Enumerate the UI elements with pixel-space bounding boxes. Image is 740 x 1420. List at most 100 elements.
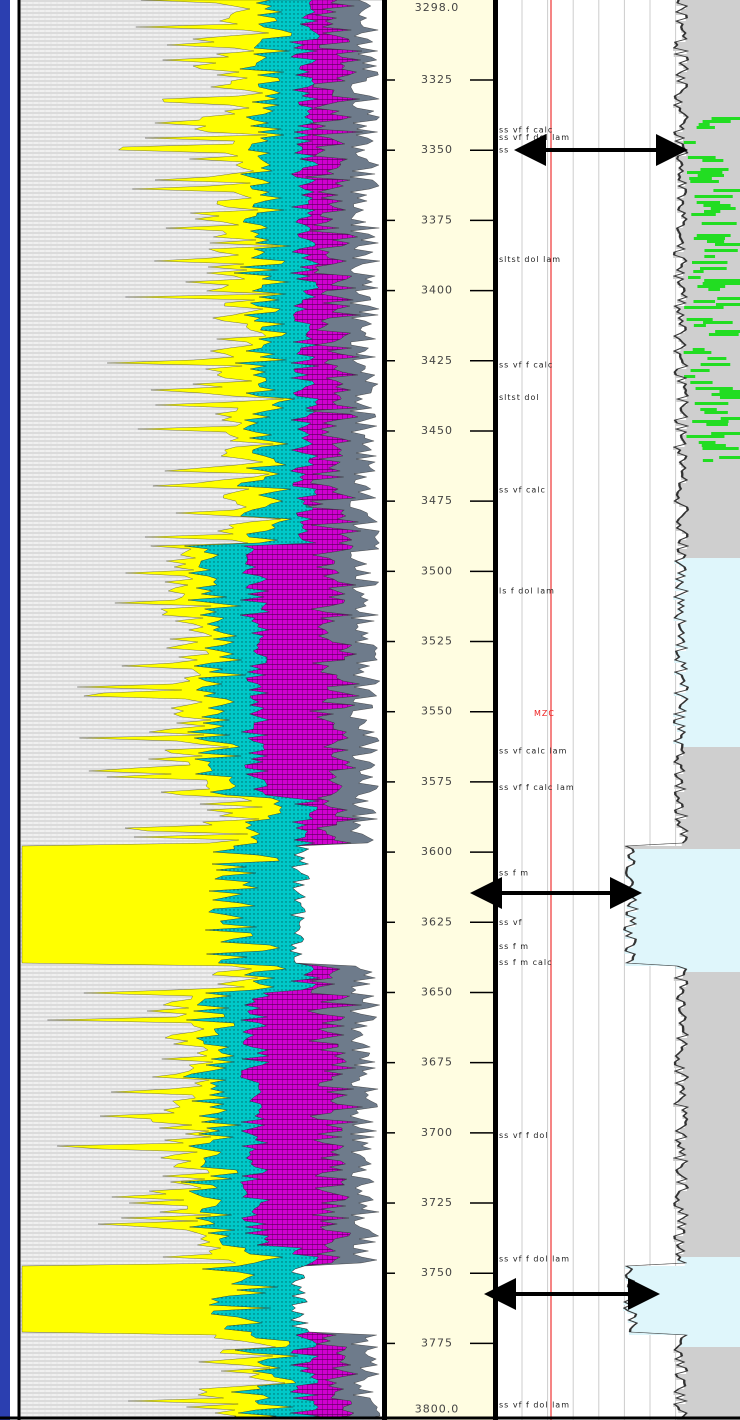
porosity-row	[678, 1008, 740, 1011]
porosity-row	[681, 678, 740, 681]
porosity-row	[677, 1248, 740, 1251]
porosity-row	[677, 585, 740, 588]
porosity-row	[681, 477, 740, 480]
porosity-row	[676, 1347, 740, 1350]
porosity-row	[682, 1089, 740, 1092]
porosity-row	[675, 1398, 740, 1401]
porosity-row	[676, 1146, 740, 1149]
depth-label: 3500	[421, 564, 453, 577]
porosity-row	[679, 1092, 740, 1095]
porosity-row	[673, 1404, 740, 1407]
porosity-row	[624, 951, 740, 954]
porosity-row	[630, 933, 740, 936]
porosity-row	[625, 963, 740, 966]
porosity-row	[685, 39, 740, 42]
porosity-row	[629, 1305, 740, 1308]
porosity-row	[685, 1179, 740, 1182]
porosity-row	[627, 1320, 740, 1323]
porosity-row	[673, 252, 740, 255]
porosity-row	[624, 927, 740, 930]
porosity-row	[626, 1293, 740, 1296]
porosity-row	[631, 960, 740, 963]
porosity-row	[684, 345, 740, 348]
porosity-row	[683, 1251, 740, 1254]
porosity-row	[673, 762, 740, 765]
porosity-row	[683, 771, 740, 774]
depth-label: 3450	[421, 424, 453, 437]
porosity-row	[684, 384, 740, 387]
porosity-row	[686, 1215, 740, 1218]
porosity-row	[683, 78, 740, 81]
porosity-row	[686, 669, 740, 672]
porosity-row	[686, 1161, 740, 1164]
depth-label: 3575	[421, 775, 453, 788]
porosity-row	[682, 225, 740, 228]
porosity-row	[686, 1119, 740, 1122]
porosity-row	[682, 558, 740, 561]
porosity-row	[681, 747, 740, 750]
porosity-row	[681, 36, 740, 39]
porosity-row	[680, 675, 740, 678]
porosity-row	[677, 0, 740, 3]
porosity-row	[675, 654, 740, 657]
porosity-row	[673, 1392, 740, 1395]
porosity-row	[684, 840, 740, 843]
porosity-row	[681, 582, 740, 585]
lithology-note: ls f dol lam	[499, 586, 555, 595]
porosity-row	[674, 786, 740, 789]
gas-patch	[702, 447, 739, 450]
porosity-row	[684, 303, 740, 306]
porosity-row	[685, 1113, 740, 1116]
depth-limit-label: 3800.0	[415, 1403, 460, 1416]
porosity-row	[681, 90, 740, 93]
porosity-row	[623, 1302, 740, 1305]
porosity-row	[686, 396, 740, 399]
porosity-row	[686, 60, 740, 63]
porosity-row	[677, 798, 740, 801]
porosity-row	[683, 972, 740, 975]
lithology-note: ss vf	[499, 918, 522, 927]
porosity-row	[681, 9, 740, 12]
gas-patch	[692, 348, 705, 351]
gas-patch	[717, 297, 740, 300]
porosity-row	[626, 867, 740, 870]
porosity-row	[682, 600, 740, 603]
porosity-row	[676, 198, 740, 201]
porosity-row	[675, 429, 740, 432]
porosity-row	[682, 147, 740, 150]
porosity-row	[680, 162, 740, 165]
depth-label: 3725	[421, 1196, 453, 1209]
porosity-row	[686, 366, 740, 369]
porosity-row	[623, 1308, 740, 1311]
porosity-row	[675, 522, 740, 525]
porosity-row	[677, 231, 740, 234]
porosity-row	[684, 1386, 740, 1389]
gas-patch	[698, 123, 710, 126]
porosity-row	[683, 1380, 740, 1383]
porosity-row	[677, 996, 740, 999]
porosity-row	[683, 1020, 740, 1023]
porosity-row	[686, 1188, 740, 1191]
depth-limit-label: 3298.0	[415, 1, 460, 14]
porosity-row	[679, 504, 740, 507]
porosity-row	[674, 810, 740, 813]
lithology-note: ss f m	[499, 942, 529, 951]
porosity-row	[686, 831, 740, 834]
porosity-row	[681, 1209, 740, 1212]
gas-patch	[692, 420, 729, 423]
porosity-row	[680, 360, 740, 363]
lithology-note: ss vf f calc	[499, 125, 553, 134]
porosity-row	[681, 1026, 740, 1029]
porosity-row	[674, 42, 740, 45]
gas-patch	[706, 423, 728, 426]
porosity-row	[684, 570, 740, 573]
porosity-row	[686, 1371, 740, 1374]
gas-patch	[697, 174, 724, 177]
porosity-row	[681, 639, 740, 642]
porosity-row	[677, 543, 740, 546]
porosity-row	[678, 483, 740, 486]
gas-patch	[715, 330, 740, 333]
lithology-note: ss vf f dol lam	[499, 1401, 570, 1410]
porosity-row	[627, 1311, 740, 1314]
lithology-fill	[21, 0, 384, 1420]
